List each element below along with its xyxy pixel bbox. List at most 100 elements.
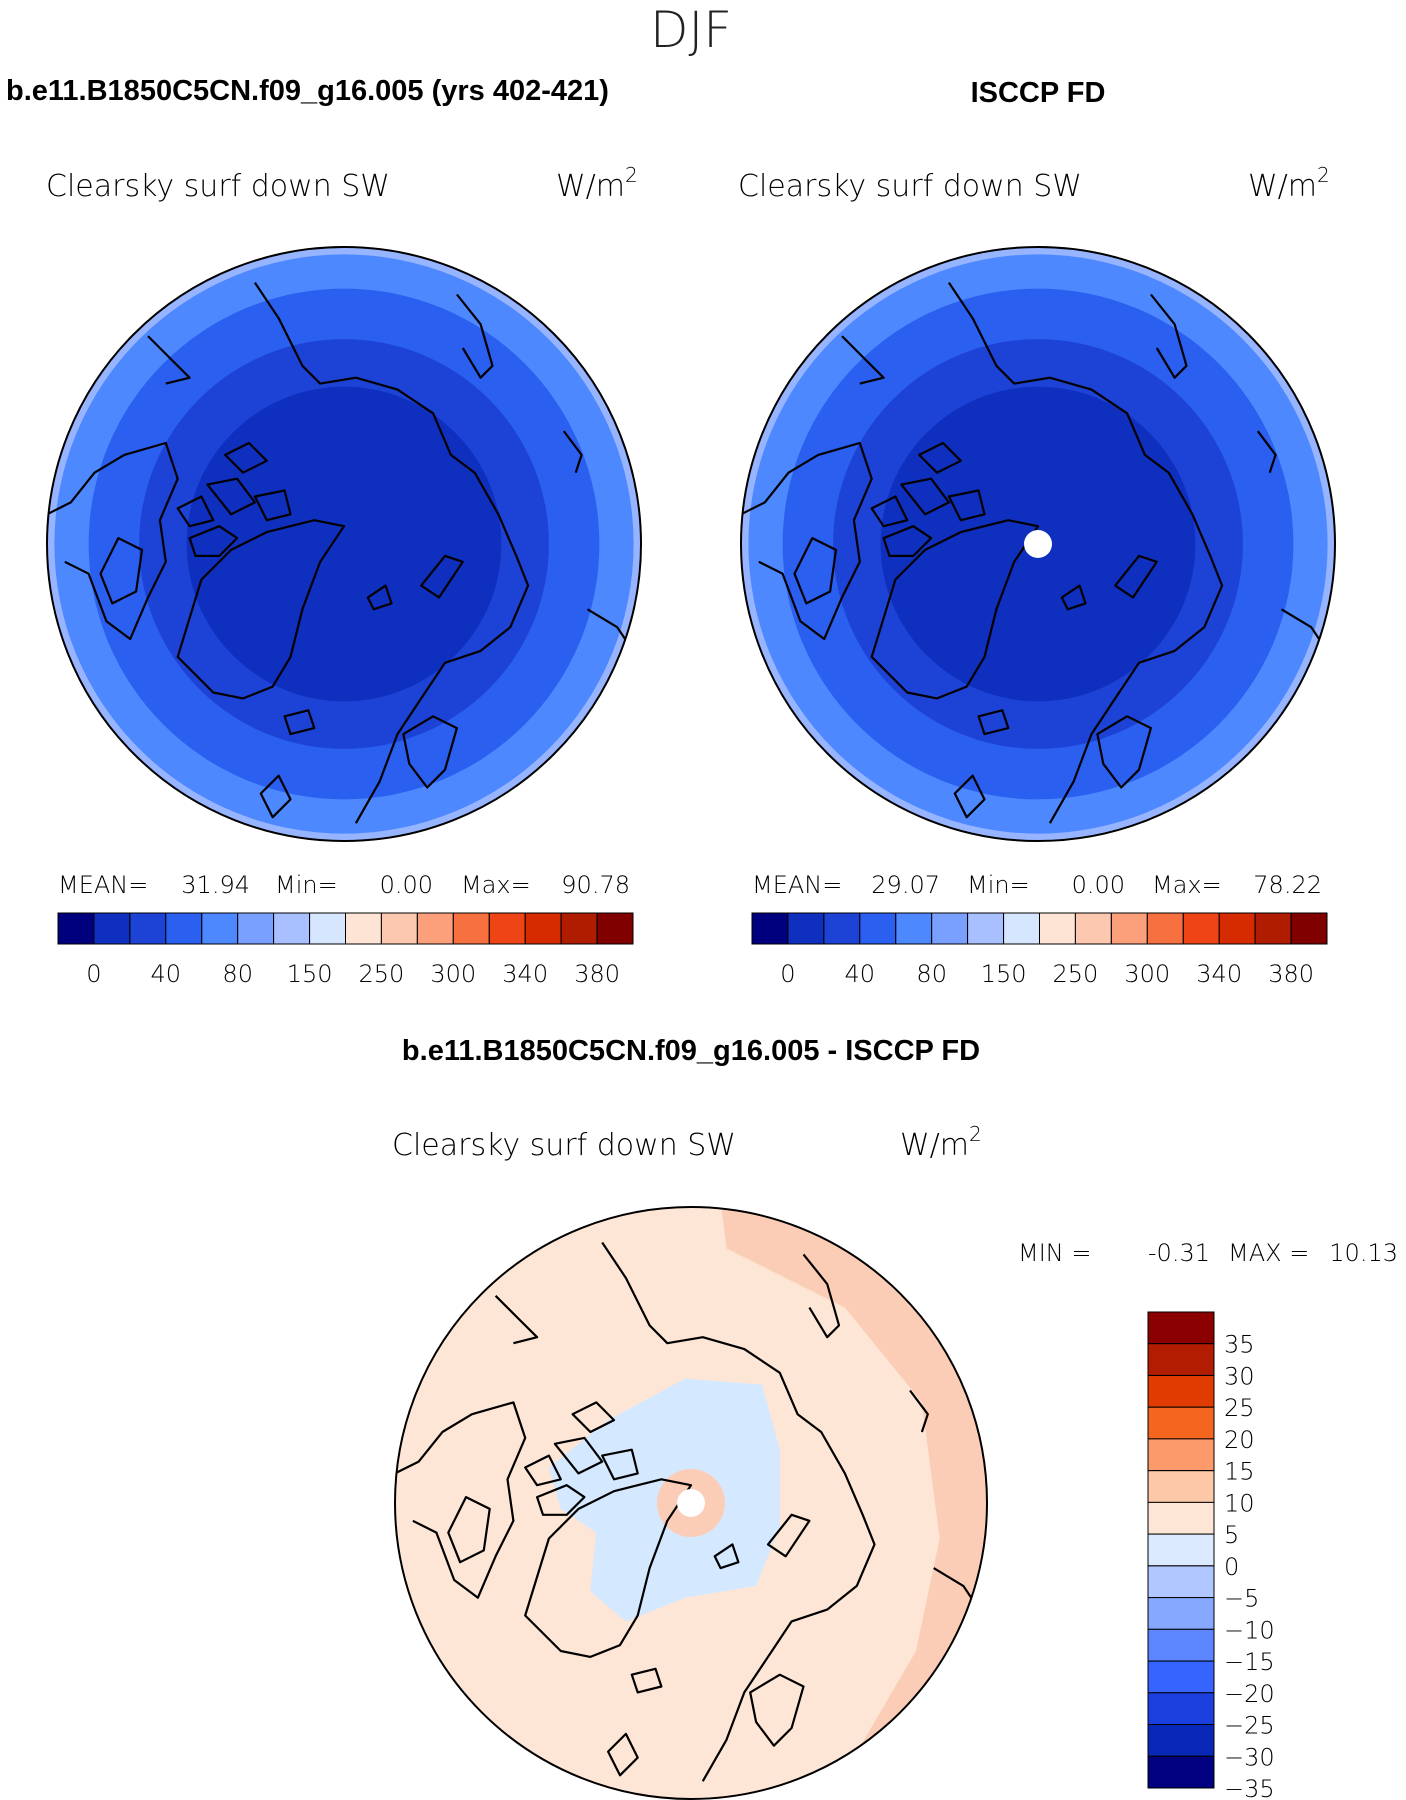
coastline	[607, 1732, 639, 1777]
colorbar-swatch	[1110, 912, 1148, 945]
map-boundary	[394, 1206, 988, 1800]
polar-map-model	[46, 246, 642, 842]
coastline	[524, 1478, 693, 1658]
colorbar-swatch	[1147, 1311, 1215, 1345]
coastline	[536, 1484, 586, 1516]
coastline	[947, 281, 1224, 824]
colorbar-swatch	[895, 912, 933, 945]
colorbar-obs: 0 40 80 150 250 300 340 380	[751, 912, 1328, 988]
colorbar-swatch	[345, 912, 382, 945]
colorbar-tick-label: 0	[780, 960, 795, 988]
colorbar-swatch	[452, 912, 490, 945]
colorbar-swatch	[1147, 1375, 1215, 1408]
colorbar-tick-label: 150	[287, 960, 333, 988]
colorbar-swatch	[560, 912, 598, 945]
coastline-group	[741, 281, 1325, 824]
coastline	[1096, 715, 1152, 789]
panel-obs-min-label: Min=	[967, 871, 1030, 899]
colorbar-tick-label: 0	[1224, 1553, 1239, 1581]
colorbar-swatch	[931, 912, 969, 945]
colorbar-tick-label: 40	[845, 960, 876, 988]
colorbar-tick-label: 340	[502, 960, 548, 988]
panel-obs-mean-label: MEAN=	[752, 871, 842, 899]
season-title: DJF	[650, 1, 732, 59]
colorbar-model: 0 40 80 150 250 300 340 380	[57, 912, 634, 988]
coastline	[253, 281, 530, 824]
panel-diff-variable: Clearsky surf down SW	[392, 1128, 736, 1163]
colorbar-swatch	[1074, 912, 1112, 945]
colorbar-swatch	[1146, 912, 1184, 945]
colorbar-swatch	[1147, 1692, 1215, 1726]
panel-model: b.e11.B1850C5CN.f09_g16.005 (yrs 402-421…	[6, 75, 642, 988]
colorbar-tick-label: 300	[1124, 960, 1170, 988]
colorbar-swatch	[1147, 1597, 1215, 1630]
panel-obs-title: ISCCP FD	[971, 77, 1106, 109]
colorbar-swatch	[967, 912, 1004, 945]
coastline	[456, 293, 494, 379]
coastline	[977, 709, 1010, 736]
colorbar-swatch	[273, 912, 311, 945]
colorbar-swatch	[1147, 1406, 1215, 1440]
colorbar-swatch	[1290, 912, 1328, 945]
pole-missing-data	[1024, 530, 1052, 558]
colorbar-tick-label: −5	[1224, 1585, 1259, 1613]
panel-diff-min-label: MIN =	[1018, 1239, 1091, 1267]
colorbar-swatch	[1039, 912, 1076, 945]
colorbar-swatch	[751, 912, 789, 945]
panel-obs-min-value: 0.00	[1072, 871, 1125, 899]
coastline	[395, 1401, 527, 1599]
panel-obs-max-label: Max=	[1152, 871, 1222, 899]
colorbar-swatch	[488, 912, 526, 945]
colorbar-tick-label: −30	[1224, 1743, 1275, 1771]
panel-model-units: W/m2	[556, 163, 638, 204]
coastline	[447, 1496, 491, 1564]
colorbar-swatch	[787, 912, 825, 945]
colorbar-tick-label: −35	[1224, 1775, 1275, 1800]
colorbar-tick-label: 5	[1224, 1521, 1239, 1549]
coastline	[147, 335, 191, 385]
coastline	[953, 774, 986, 819]
panel-obs-variable: Clearsky surf down SW	[738, 169, 1082, 204]
panel-model-variable: Clearsky surf down SW	[46, 169, 390, 204]
pole-missing-data	[677, 1489, 705, 1517]
panel-model-mean-label: MEAN=	[58, 871, 148, 899]
panel-obs-max-value: 78.22	[1253, 871, 1322, 899]
panel-obs-units: W/m2	[1248, 163, 1330, 204]
colorbar-tick-label: 30	[1224, 1363, 1255, 1391]
coastline	[1150, 293, 1188, 379]
colorbar-swatch	[1218, 912, 1256, 945]
colorbar-swatch	[1147, 1724, 1215, 1757]
colorbar-tick-label: 380	[1268, 960, 1314, 988]
colorbar-tick-label: 15	[1224, 1458, 1255, 1486]
panel-diff-min-value: -0.31	[1148, 1239, 1210, 1267]
colorbar-swatch	[1147, 1501, 1215, 1535]
colorbar-swatch	[823, 912, 861, 945]
colorbar-swatch	[93, 912, 131, 945]
colorbar-swatch	[1003, 912, 1040, 945]
polar-map-obs	[740, 246, 1336, 842]
colorbar-tick-label: 250	[358, 960, 404, 988]
colorbar-tick-label: 150	[981, 960, 1027, 988]
coastline	[47, 441, 179, 641]
diff-positive-band	[720, 1207, 987, 1758]
colorbar-tick-label: −25	[1224, 1712, 1275, 1740]
colorbar-tick-label: 300	[430, 960, 476, 988]
colorbar-diff: 35 30 25 20 15 10 5 0 −5 −10 −15 −20 −25 −30 −35	[1147, 1311, 1275, 1800]
colorbar-swatch	[380, 912, 418, 945]
colorbar-swatch	[1147, 1628, 1215, 1662]
contour-band-4	[186, 386, 502, 702]
coastline	[947, 489, 986, 522]
colorbar-tick-label: 250	[1052, 960, 1098, 988]
coastline	[793, 537, 838, 605]
colorbar-swatch	[1147, 1755, 1215, 1789]
colorbar-tick-label: 380	[574, 960, 620, 988]
colorbar-swatch	[1147, 1660, 1215, 1694]
colorbar-tick-label: −10	[1224, 1616, 1275, 1644]
map-boundary	[46, 246, 642, 842]
panel-model-mean-value: 31.94	[181, 871, 250, 899]
coastline	[176, 495, 215, 528]
colorbar-tick-label: 35	[1224, 1331, 1255, 1359]
panel-obs-mean-value: 29.07	[871, 871, 940, 899]
coastline	[601, 1448, 639, 1481]
